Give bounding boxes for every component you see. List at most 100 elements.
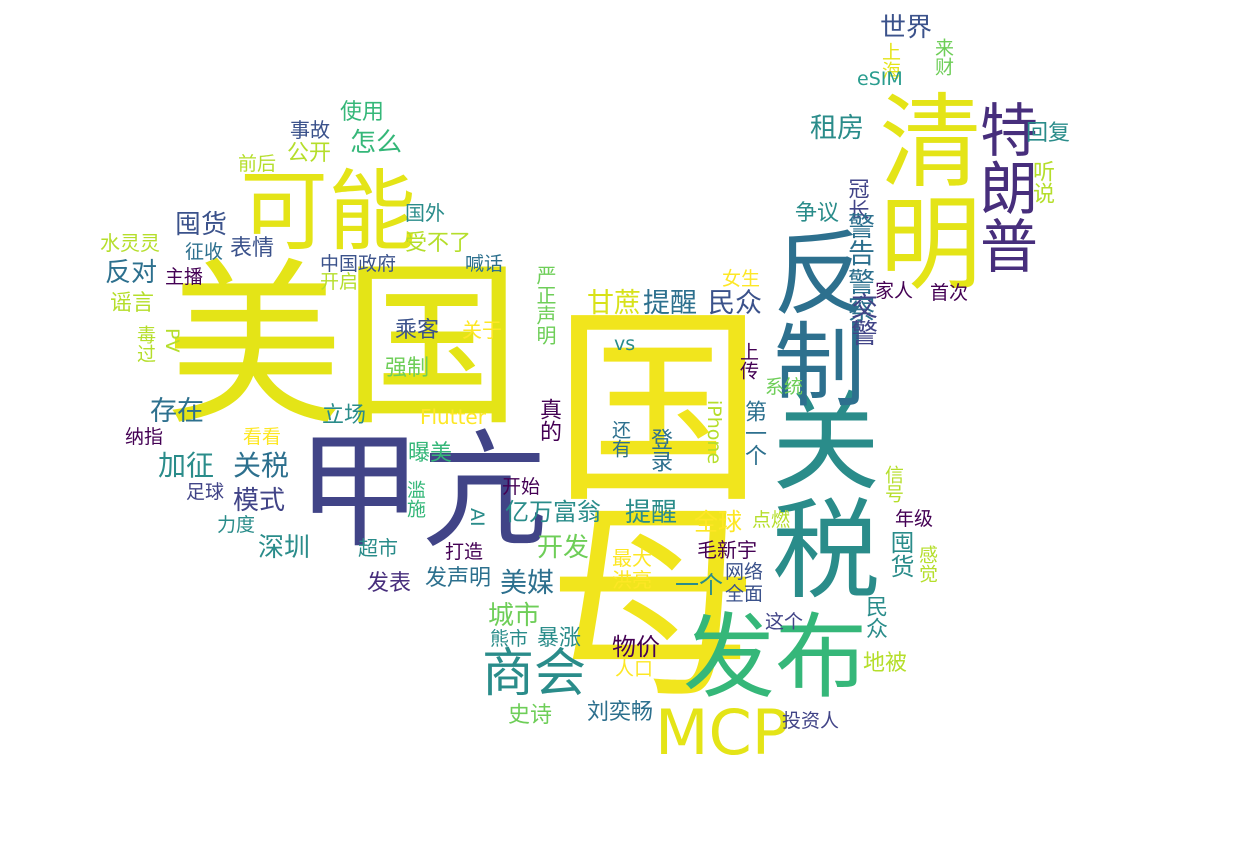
word-jingcha: 警察 (843, 268, 874, 322)
word-tixing-top: 提醒 (643, 288, 697, 319)
word-guanzhang: 冠长 (846, 178, 870, 220)
word-minzhong: 民众 (708, 288, 762, 319)
word-zhongguozhengfu: 中国政府 (320, 253, 397, 275)
word-minzhong-vertical: 民众 (862, 595, 887, 639)
word-yaoyan: 谣言 (110, 291, 155, 316)
word-touziren: 投资人 (782, 710, 840, 732)
word-zhengshou: 征收 (185, 241, 224, 263)
word-liuyichang: 刘奕畅 (587, 700, 654, 725)
word-wangluo: 网络 (725, 561, 764, 583)
word-mcp: MCP (655, 696, 790, 769)
word-qingming: 清明 (862, 88, 981, 292)
word-guanshui-vertical: 关税 (754, 385, 879, 601)
word-haiyou: 还有 (609, 420, 631, 458)
word-tixing-bottom: 提醒 (625, 498, 678, 528)
word-hanhua: 喊话 (465, 253, 504, 275)
word-fashengming: 发声明 (425, 566, 492, 591)
word-duguo: 毒过 (134, 325, 156, 363)
word-huifu: 回复 (1026, 121, 1071, 146)
word-nianji: 年级 (895, 508, 934, 530)
word-jiaojing: 交警 (846, 292, 877, 346)
word-guanshui-small: 关税 (233, 449, 290, 482)
word-iphone: iPhone (703, 400, 725, 465)
word-nvsheng: 女生 (722, 268, 761, 290)
word-ganjue: 感觉 (916, 545, 938, 583)
word-dazao: 打造 (445, 541, 484, 563)
word-shenzhen: 深圳 (258, 533, 311, 563)
word-yanzhengshengming: 严正声明 (533, 265, 557, 345)
word-xitong: 系统 (765, 376, 804, 398)
word-shijie: 世界 (880, 13, 933, 43)
word-shiyong: 使用 (340, 100, 385, 125)
word-flutter: Flutter (420, 405, 486, 429)
word-keneng: 可能 (240, 160, 417, 263)
word-laicai: 来财 (932, 38, 954, 76)
word-xinhao: 信号 (882, 465, 904, 503)
word-tunhuo-left: 囤货 (175, 210, 228, 240)
word-shishi: 史诗 (508, 703, 553, 728)
word-biaoqing: 表情 (230, 236, 275, 261)
word-guowai: 国外 (405, 201, 445, 225)
word-yige: 一个 (675, 571, 723, 599)
word-kaifa: 开发 (537, 533, 590, 563)
word-kankan: 看看 (243, 426, 282, 448)
word-fandui: 反对 (105, 258, 158, 288)
word-chengke: 乘客 (395, 318, 440, 343)
word-diyige: 第一个 (741, 400, 766, 466)
word-kaishi: 开始 (502, 476, 541, 498)
word-guanyu: 关于 (462, 318, 502, 342)
word-fanzhi: 反制 (758, 225, 865, 409)
word-guo: 国 (553, 287, 764, 532)
word-xiongshi: 熊市 (490, 628, 529, 650)
word-qiangzhi: 强制 (385, 356, 430, 381)
word-meiguo: 美国 (165, 243, 521, 450)
word-shigu: 事故 (290, 118, 330, 142)
word-zhege: 这个 (765, 611, 804, 633)
word-kaiqi: 开启 (320, 271, 359, 293)
word-meimei: 美媒 (500, 568, 554, 599)
word-wujia: 物价 (612, 633, 660, 661)
word-shanghai: 上海 (879, 42, 901, 80)
word-nazhi: 纳指 (125, 426, 164, 448)
word-ai: AI (466, 508, 488, 527)
word-moshi: 模式 (233, 486, 286, 516)
word-hongliang: 洪亮 (612, 568, 652, 592)
word-dibei: 地被 (863, 651, 908, 676)
word-esim: eSIM (857, 68, 903, 90)
word-shangchuan: 上传 (737, 342, 759, 380)
word-qianhou: 前后 (238, 153, 277, 175)
word-zhende: 真的 (536, 398, 561, 442)
word-jiaren: 家人 (875, 280, 914, 302)
word-quanmian: 全面 (725, 583, 764, 605)
word-zuqiu: 足球 (186, 481, 225, 503)
word-chengshi: 城市 (488, 601, 541, 631)
word-tingshuo: 听说 (1029, 160, 1054, 204)
word-yiwanfuweng: 亿万富翁 (505, 498, 601, 526)
word-denglu: 登录 (647, 428, 672, 472)
word-shuilingling: 水灵灵 (100, 231, 160, 255)
word-tunhuo-right: 囤货 (886, 530, 914, 578)
word-zhengyi: 争议 (795, 201, 840, 226)
word-ganzhe: 甘蔗 (587, 288, 641, 319)
word-shoubuliao: 受不了 (405, 231, 472, 256)
word-mu: 母 (548, 482, 759, 727)
word-zenme: 怎么 (350, 128, 403, 158)
word-maoxinyu: 毛新宇 (697, 538, 757, 562)
word-lidu: 力度 (217, 514, 256, 536)
word-quanqiu: 全球 (694, 508, 742, 536)
word-telangpu: 特朗普 (970, 100, 1038, 274)
word-fabu: 发布 (683, 604, 868, 711)
word-zhubo: 主播 (165, 266, 204, 288)
word-renkou: 人口 (615, 658, 654, 680)
word-fabiao: 发表 (367, 571, 412, 596)
word-gongkai: 公开 (287, 141, 332, 166)
word-jinggao: 警告 (843, 212, 874, 266)
word-baozhang: 暴涨 (537, 626, 582, 651)
word-cunzai: 存在 (150, 396, 204, 427)
word-vs: vs (614, 333, 636, 355)
word-jiazheng: 加征 (158, 449, 215, 482)
word-pv: PV (161, 328, 183, 353)
word-zuida: 最大 (612, 546, 652, 570)
word-jiakang: 甲亢 (297, 420, 547, 565)
